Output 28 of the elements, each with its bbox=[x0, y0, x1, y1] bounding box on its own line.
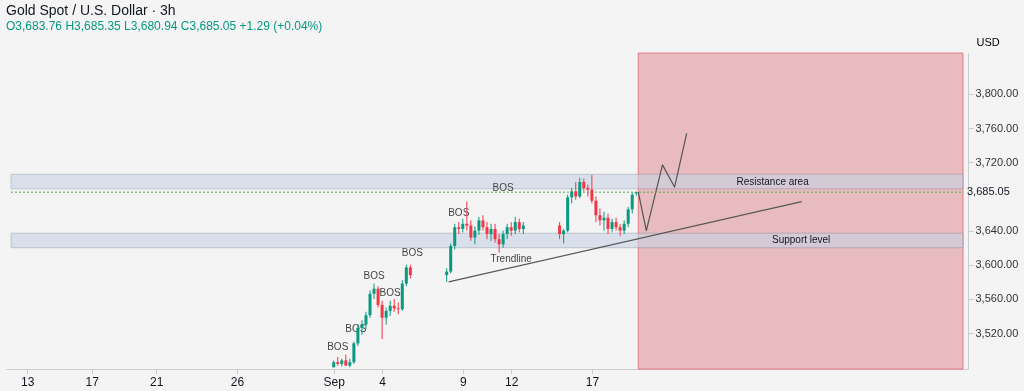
x-tick-label: Sep bbox=[323, 374, 346, 389]
annotation: BOS bbox=[492, 182, 515, 194]
ref-line-label: 3,685.05 bbox=[967, 185, 1010, 198]
y-tick-label: 3,640.00 bbox=[975, 224, 1019, 237]
x-tick-label: 26 bbox=[230, 374, 245, 389]
x-tick-label: 12 bbox=[505, 374, 519, 389]
y-tick-label: 3,520.00 bbox=[975, 326, 1019, 339]
y-tick-label: 3,560.00 bbox=[975, 292, 1019, 305]
band-label: Support level bbox=[771, 234, 831, 246]
y-tick-label: 3,600.00 bbox=[975, 258, 1019, 271]
annotation: Trendline bbox=[490, 253, 533, 265]
x-tick-label: 13 bbox=[20, 374, 35, 389]
y-tick-label: 3,800.00 bbox=[975, 87, 1019, 100]
y-axis-title: USD bbox=[976, 35, 1000, 48]
chart-title: Gold Spot / U.S. Dollar · 3h bbox=[6, 2, 176, 18]
annotation: BOS bbox=[327, 341, 349, 353]
chart-subtitle: O3,683.76 H3,685.35 L3,680.94 C3,685.05 +1.29 (+0.04%) bbox=[6, 19, 323, 33]
x-tick-label: 21 bbox=[150, 374, 164, 389]
x-tick-label: 17 bbox=[585, 374, 600, 389]
x-tick-label: 17 bbox=[85, 374, 100, 389]
x-tick-label: 9 bbox=[459, 374, 467, 389]
annotation: BOS bbox=[401, 247, 424, 259]
annotation: BOS bbox=[363, 269, 385, 281]
y-tick-label: 3,720.00 bbox=[975, 155, 1019, 168]
x-tick-label: 4 bbox=[379, 374, 387, 389]
annotation: BOS bbox=[379, 286, 402, 298]
y-tick-label: 3,760.00 bbox=[975, 121, 1019, 134]
band-label: Resistance area bbox=[736, 175, 810, 187]
